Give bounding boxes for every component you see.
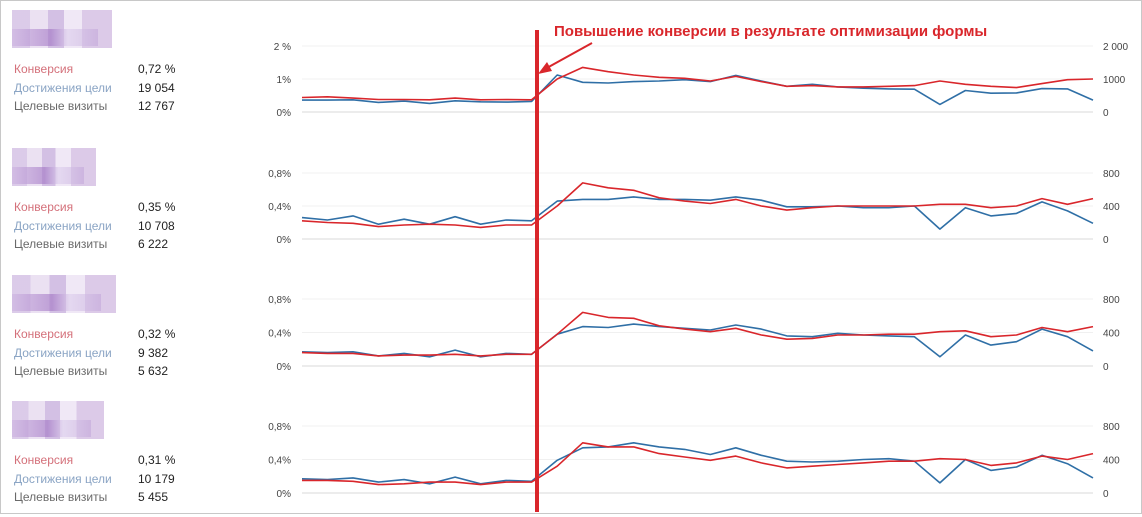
visits-value: 6 222 [138,237,169,251]
left-tick-label: 0,4% [268,329,291,340]
conversion-label: Конверсия [14,453,74,467]
right-tick-label: 0 [1103,489,1109,500]
goals-label: Достижения цели [14,218,112,233]
conversion-label: Конверсия [14,327,74,341]
conversion-series-line [301,182,1094,229]
chart-panel-4: 0% 0 0,4% 400 0,8% 800 [268,422,1120,500]
optimization-annotation: Повышение конверсии в результате оптимиз… [535,23,987,512]
redacted-site-name [12,10,112,48]
left-tick-label: 0,4% [268,202,291,213]
goals-value: 10 708 [138,218,175,233]
annotation-arrow-head [538,62,552,74]
right-tick-label: 0 [1103,235,1109,246]
visits-value: 12 767 [138,99,175,113]
goals-label: Достижения цели [14,80,112,95]
goals-series-line [301,323,1094,358]
goals-series-line [302,74,1094,106]
right-tick-label: 0 [1103,362,1109,373]
visits-label: Целевые визиты [14,490,108,504]
annotation-caption: Повышение конверсии в результате оптимиз… [554,23,987,40]
metrics-2: Конверсия 0,35 % Достижения цели 10 708 Це… [14,198,204,254]
right-tick-label: 800 [1103,422,1120,433]
site-panel-4: Конверсия 0,31 % Достижения цели 10 179 Це… [0,391,1140,517]
conversion-value: 0,35 % [138,200,176,214]
visits-label: Целевые визиты [14,364,108,378]
left-tick-label: 0% [277,235,292,246]
right-tick-label: 1000 [1103,75,1126,86]
right-tick-label: 400 [1103,329,1120,340]
visits-label: Целевые визиты [14,237,108,251]
goals-value: 19 054 [138,80,175,95]
left-tick-label: 0% [277,108,292,119]
conversion-label: Конверсия [14,200,74,214]
conversion-value: 0,32 % [138,327,176,341]
metrics-4: Конверсия 0,31 % Достижения цели 10 179 Це… [14,451,204,507]
left-tick-label: 2 % [274,42,291,53]
left-tick-label: 0,4% [268,456,291,467]
left-tick-label: 0% [277,489,292,500]
left-tick-label: 1% [277,75,292,86]
goals-label: Достижения цели [14,471,112,486]
right-tick-label: 2 000 [1103,42,1128,53]
goals-value: 9 382 [138,345,169,360]
site-panel-2: Конверсия 0,35 % Достижения цели 10 708 Це… [0,138,1140,264]
goals-series-line [301,441,1094,485]
left-tick-label: 0,8% [268,295,291,306]
annotation-arrow-shaft [544,42,593,70]
conversion-series-line [301,66,1094,101]
site-panel-3: Конверсия 0,32 % Достижения цели 9 382 Цел… [0,265,1140,391]
metrics-1: Конверсия 0,72 % Достижения цели 19 054 Це… [14,60,204,116]
redacted-site-name [12,401,104,439]
visits-value: 5 455 [138,490,169,504]
chart-panel-3: 0% 0 0,4% 400 0,8% 800 [268,295,1120,373]
redacted-site-name [12,148,96,186]
chart-panel-2: 0% 0 0,4% 400 0,8% 800 [268,169,1120,246]
conversion-value: 0,31 % [138,453,176,467]
left-tick-label: 0,8% [268,422,291,433]
goals-value: 10 179 [138,471,175,486]
visits-value: 5 632 [138,364,169,378]
left-tick-label: 0,8% [268,169,291,180]
right-tick-label: 800 [1103,169,1120,180]
chart-panel-1: 0% 0 1% 1000 2 % 2 000 [274,42,1129,119]
conversion-label: Конверсия [14,62,74,76]
site-panel-1: Конверсия 0,72 % Достижения цели 19 054 Це… [0,0,1140,126]
redacted-site-name [12,275,116,313]
metrics-3: Конверсия 0,32 % Достижения цели 9 382 Цел… [14,325,204,381]
visits-label: Целевые визиты [14,99,108,113]
conversion-series-line [302,441,1094,486]
right-tick-label: 800 [1103,295,1120,306]
right-tick-label: 400 [1103,202,1120,213]
left-tick-label: 0% [277,362,292,373]
conversion-series-line [301,311,1094,357]
conversion-value: 0,72 % [138,62,176,76]
right-tick-label: 0 [1103,108,1109,119]
right-tick-label: 400 [1103,456,1120,467]
goals-label: Достижения цели [14,345,112,360]
goals-series-line [301,196,1094,230]
